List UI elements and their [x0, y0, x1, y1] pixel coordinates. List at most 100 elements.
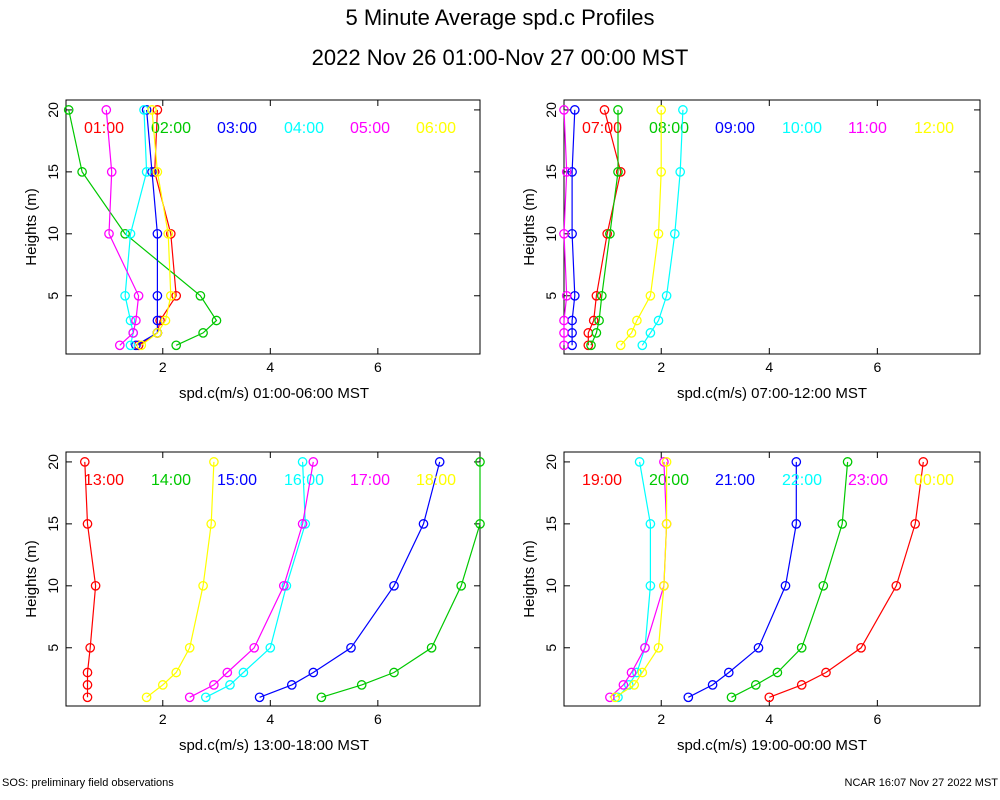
data-point [209, 457, 219, 467]
panel-3: 2 4 6 5 10 15 20 spd.c(m/s) 13:00-18:00 MST Heig… [23, 451, 485, 754]
series-0900: 09:00 [567, 105, 755, 351]
x-tick-label: 2 [657, 359, 665, 375]
x-tick-label: 2 [159, 711, 167, 727]
legend-entry: 00:00 [914, 472, 954, 489]
data-point [114, 340, 125, 351]
data-point [136, 340, 147, 351]
data-point [82, 667, 93, 678]
data-point [300, 519, 311, 529]
data-point [211, 315, 222, 326]
data-point [569, 105, 580, 115]
data-point [559, 328, 569, 338]
data-point [308, 457, 319, 467]
data-point [171, 667, 182, 678]
y-tick-label: 10 [543, 578, 559, 594]
data-point [152, 105, 163, 115]
data-point [796, 642, 807, 653]
data-point [726, 692, 737, 703]
y-tick-label: 10 [543, 226, 559, 242]
data-point [678, 105, 688, 115]
y-tick-label: 5 [543, 292, 559, 300]
data-point [152, 228, 163, 239]
series-2000: 20:00 [649, 457, 853, 703]
data-point [131, 340, 141, 351]
x-tick-label: 6 [873, 359, 881, 375]
data-point [594, 315, 604, 326]
data-point [591, 328, 602, 338]
series-1100: 11:00 [559, 105, 887, 351]
series-line [205, 461, 306, 698]
data-point [791, 457, 802, 467]
plot-frame [65, 451, 481, 707]
data-point [669, 228, 680, 239]
data-point [661, 457, 672, 467]
data-point [683, 692, 694, 703]
y-tick-label: 5 [45, 644, 61, 652]
data-point [297, 457, 308, 467]
data-point [426, 642, 437, 653]
data-point [605, 228, 615, 239]
y-tick-label: 5 [543, 644, 559, 652]
legend-entry: 08:00 [649, 120, 689, 137]
y-axis-label: Heights (m) [521, 188, 538, 266]
data-point [610, 692, 621, 703]
series-1300: 13:00 [79, 457, 124, 703]
y-tick-label: 15 [543, 516, 559, 532]
data-point [653, 642, 664, 653]
legend-entry: 02:00 [151, 120, 191, 137]
data-point [599, 105, 610, 115]
plot-frame [563, 451, 981, 707]
data-point [356, 680, 367, 690]
data-point [567, 167, 577, 177]
data-point [163, 228, 174, 239]
legend-entry: 17:00 [350, 472, 390, 489]
data-point [818, 580, 829, 591]
series-line [84, 461, 97, 698]
y-tick-label: 20 [45, 454, 61, 470]
data-point [615, 340, 626, 351]
legend-entry: 13:00 [84, 472, 124, 489]
legend-entry: 03:00 [217, 120, 257, 137]
data-point [147, 167, 157, 177]
series-0300: 03:00 [131, 105, 257, 351]
data-point [561, 167, 572, 177]
series-2300: 23:00 [605, 457, 888, 703]
series-line [641, 109, 684, 346]
chart-subtitle: 2022 Nov 26 01:00-Nov 27 00:00 MST [311, 45, 689, 70]
data-point [653, 315, 664, 326]
series-line [140, 109, 172, 346]
data-point [79, 457, 90, 467]
legend-entry: 06:00 [416, 120, 456, 137]
series-1600: 16:00 [200, 457, 324, 703]
data-point [796, 680, 807, 690]
data-point [707, 680, 718, 690]
data-point [265, 642, 276, 653]
series-line [189, 461, 314, 698]
data-point [238, 667, 249, 678]
series-line [617, 461, 652, 698]
data-point [596, 290, 607, 301]
panel-1: 2 4 6 5 10 15 20 spd.c(m/s) 01:00-06:00 MST Heig… [23, 99, 481, 402]
series-2100: 21:00 [683, 457, 802, 703]
legend-entry: 23:00 [848, 472, 888, 489]
data-point [675, 167, 686, 177]
data-point [152, 328, 163, 338]
series-line [609, 461, 668, 698]
x-axis-label: spd.c(m/s) 01:00-06:00 MST [179, 385, 369, 402]
data-point [297, 519, 308, 529]
data-point [632, 667, 642, 678]
legend-entry: 10:00 [782, 120, 822, 137]
x-tick-label: 4 [266, 711, 274, 727]
x-axis-label: spd.c(m/s) 19:00-00:00 MST [677, 737, 867, 754]
series-1800: 18:00 [141, 457, 456, 703]
series-line [563, 109, 568, 346]
data-point [152, 167, 163, 177]
data-point [104, 228, 114, 239]
data-point [615, 167, 626, 177]
data-point [171, 290, 182, 301]
data-point [856, 642, 866, 653]
x-tick-label: 2 [657, 711, 665, 727]
data-point [559, 340, 569, 351]
series-line [124, 109, 148, 346]
series-0800: 08:00 [586, 105, 689, 351]
